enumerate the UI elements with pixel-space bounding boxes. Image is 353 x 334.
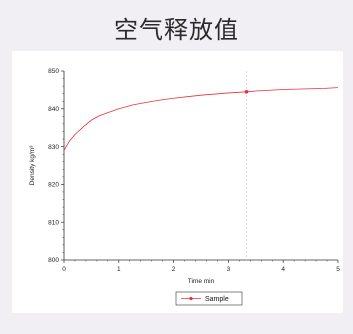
x-tick-label: 3 xyxy=(227,266,231,273)
density-chart: 800 810 820 830 840 850 0 1 2 3 4 5 Time min Density … xyxy=(29,68,340,306)
legend-marker-icon xyxy=(189,296,193,301)
y-tick-label: 810 xyxy=(48,219,59,226)
y-tick-label: 800 xyxy=(48,257,59,264)
x-tick-label: 4 xyxy=(281,266,285,273)
legend-box xyxy=(175,291,243,306)
page-title: 空气释放值 xyxy=(114,16,239,44)
chart-card: 800 810 820 830 840 850 0 1 2 3 4 5 Time min Density … xyxy=(12,51,343,313)
y-tick-label: 850 xyxy=(48,68,59,75)
legend-label: Sample xyxy=(205,296,229,303)
y-tick-label: 830 xyxy=(48,144,59,151)
x-tick-label: 5 xyxy=(336,266,340,273)
x-axis-title: Time min xyxy=(188,278,215,285)
x-tick-label: 1 xyxy=(117,266,121,273)
y-axis-title: Density kg/m³ xyxy=(29,145,36,186)
series-line-sample xyxy=(63,87,339,151)
x-tick-label: 0 xyxy=(62,266,66,273)
data-point-marker xyxy=(244,89,249,94)
y-tick-label: 820 xyxy=(48,182,59,189)
y-tick-label: 840 xyxy=(48,106,59,113)
x-tick-label: 2 xyxy=(172,266,176,273)
